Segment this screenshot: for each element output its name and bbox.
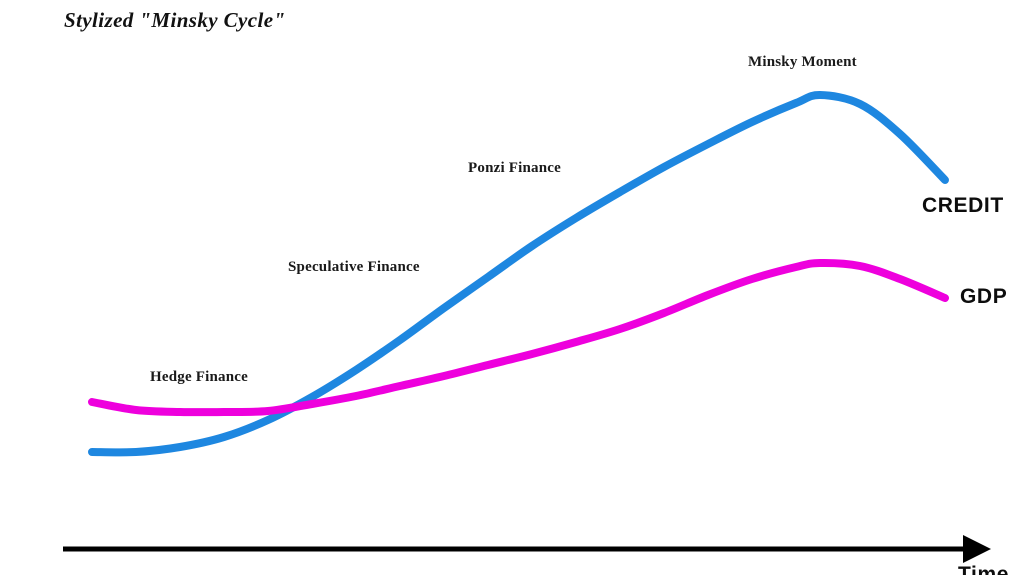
annotation-hedge-finance: Hedge Finance (150, 369, 249, 385)
annotation-ponzi-finance: Ponzi Finance (468, 160, 562, 176)
axis-label-time: Time (958, 563, 1010, 575)
time-axis (63, 535, 991, 563)
axis-arrowhead-icon (963, 535, 991, 563)
annotation-speculative-finance: Speculative Finance (288, 259, 420, 275)
series-label-gdp: GDP (960, 285, 1008, 308)
annotation-minsky-moment: Minsky Moment (748, 54, 857, 70)
gdp-curve (88, 258, 949, 417)
series-label-credit: CREDIT (922, 194, 1004, 217)
credit-curve (88, 90, 949, 457)
page-title: Stylized "Minsky Cycle" (64, 8, 286, 32)
